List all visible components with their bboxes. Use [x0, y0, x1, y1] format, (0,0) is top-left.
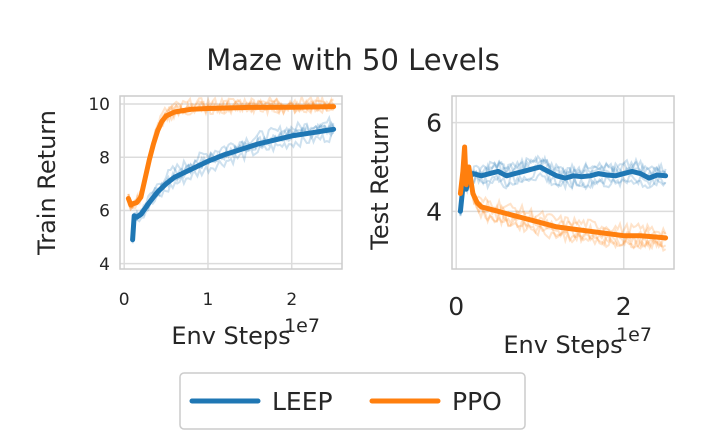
seed-trace-leep [459, 166, 667, 208]
x-axis-offset-label: 1e7 [616, 324, 652, 346]
x-tick-label: 1 [203, 290, 214, 310]
series-line-leep [130, 126, 337, 243]
y-axis-label: Train Return [33, 110, 61, 256]
x-axis-label: Env Steps [503, 331, 622, 359]
legend-label-ppo: PPO [452, 387, 502, 416]
y-axis-label: Test Return [366, 115, 394, 251]
plot-area [125, 96, 337, 244]
x-tick-label: 0 [119, 290, 130, 310]
seed-trace-leep [459, 157, 667, 214]
seed-trace-leep [459, 170, 666, 217]
seed-trace-leep [131, 131, 335, 244]
axes-frame [451, 95, 675, 270]
series-line-ppo [125, 104, 337, 208]
series-line-ppo [457, 144, 669, 241]
figure-title: Maze with 50 Levels [206, 43, 500, 77]
axes-frame [119, 95, 343, 270]
seed-trace-ppo [459, 157, 667, 238]
x-tick-label: 0 [448, 292, 464, 321]
seed-trace-leep [131, 114, 335, 239]
legend-frame [179, 372, 526, 430]
y-tick-label: 6 [426, 109, 442, 138]
seed-trace-ppo [127, 96, 334, 208]
y-tick-label: 4 [426, 197, 442, 226]
plot-area [457, 144, 669, 253]
y-tick-label: 8 [99, 148, 110, 168]
x-tick-label: 2 [286, 290, 297, 310]
y-tick-label: 6 [99, 202, 110, 222]
legend-label-leep: LEEP [272, 387, 333, 416]
seed-trace-ppo [459, 155, 667, 251]
y-tick-label: 4 [99, 255, 110, 275]
seed-trace-leep [459, 154, 667, 216]
y-tick-label: 10 [88, 95, 110, 115]
seed-trace-ppo [459, 156, 667, 253]
legend: LEEP PPO [179, 372, 526, 430]
x-axis-offset-label: 1e7 [284, 315, 320, 337]
x-tick-label: 2 [616, 292, 632, 321]
x-axis-label: Env Steps [171, 322, 290, 350]
